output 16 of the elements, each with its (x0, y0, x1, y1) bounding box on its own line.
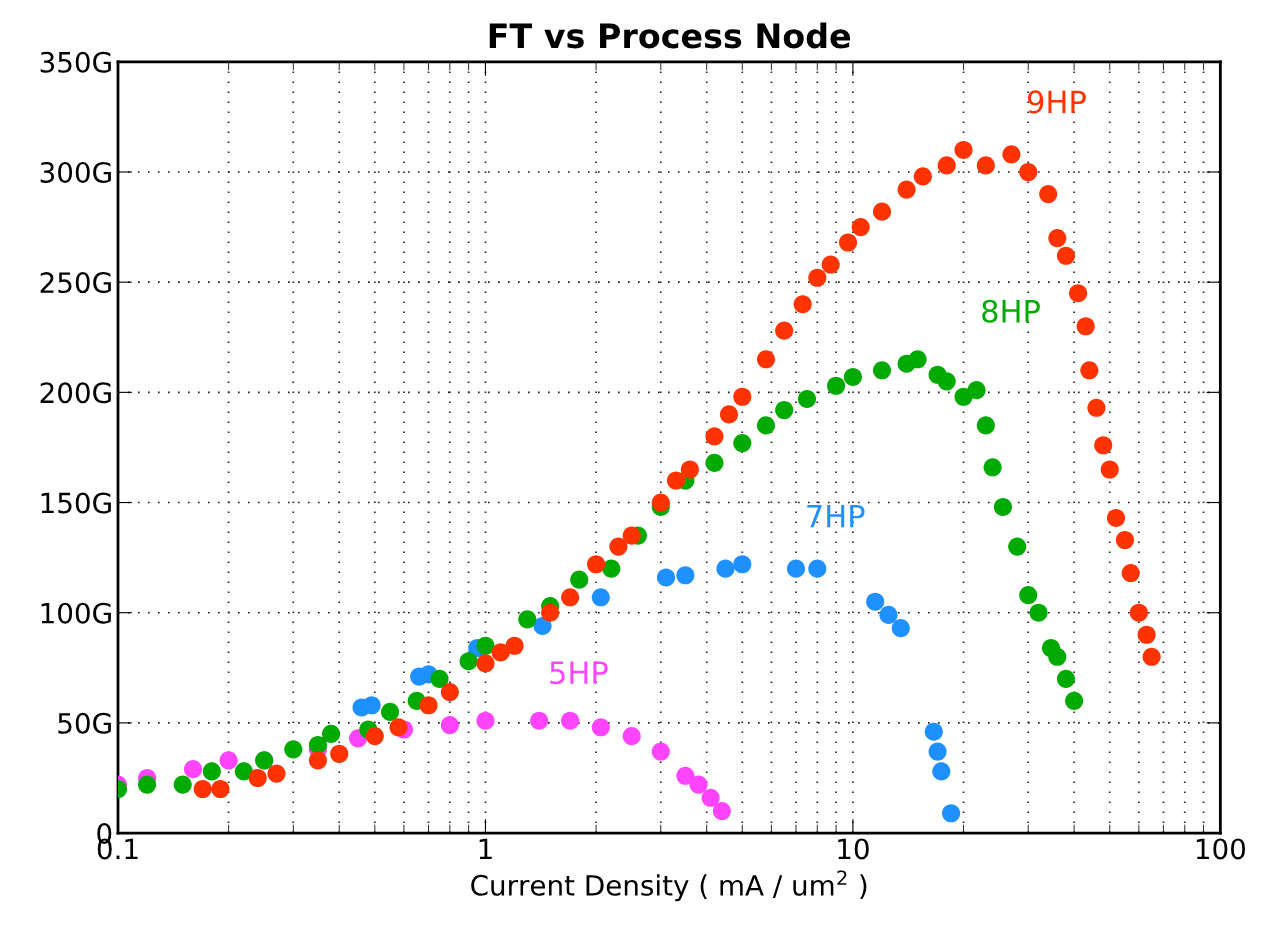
y-tick-label: 250G (40, 272, 111, 294)
x-tick-label: 1 (479, 838, 492, 860)
y-tick-label: 350G (40, 51, 111, 73)
series-label: 8HP (982, 299, 1040, 323)
series-label: 5HP (550, 661, 608, 685)
chart-title: FT vs Process Node (489, 22, 851, 49)
series-label: 9HP (1027, 90, 1086, 114)
y-tick-label: 100G (41, 602, 111, 624)
x-tick-label: 10 (838, 838, 869, 860)
y-tick-label: 150G (41, 492, 111, 514)
y-tick-label: 200G (40, 382, 111, 404)
series-label: 7HP (807, 505, 865, 528)
y-tick-label: 50G (58, 712, 111, 734)
x-axis-title: Current Density ( mA / um$^{2}$ ) (471, 870, 867, 902)
x-tick-label: 100 (1196, 838, 1246, 860)
y-tick-label: 300G (40, 161, 111, 183)
